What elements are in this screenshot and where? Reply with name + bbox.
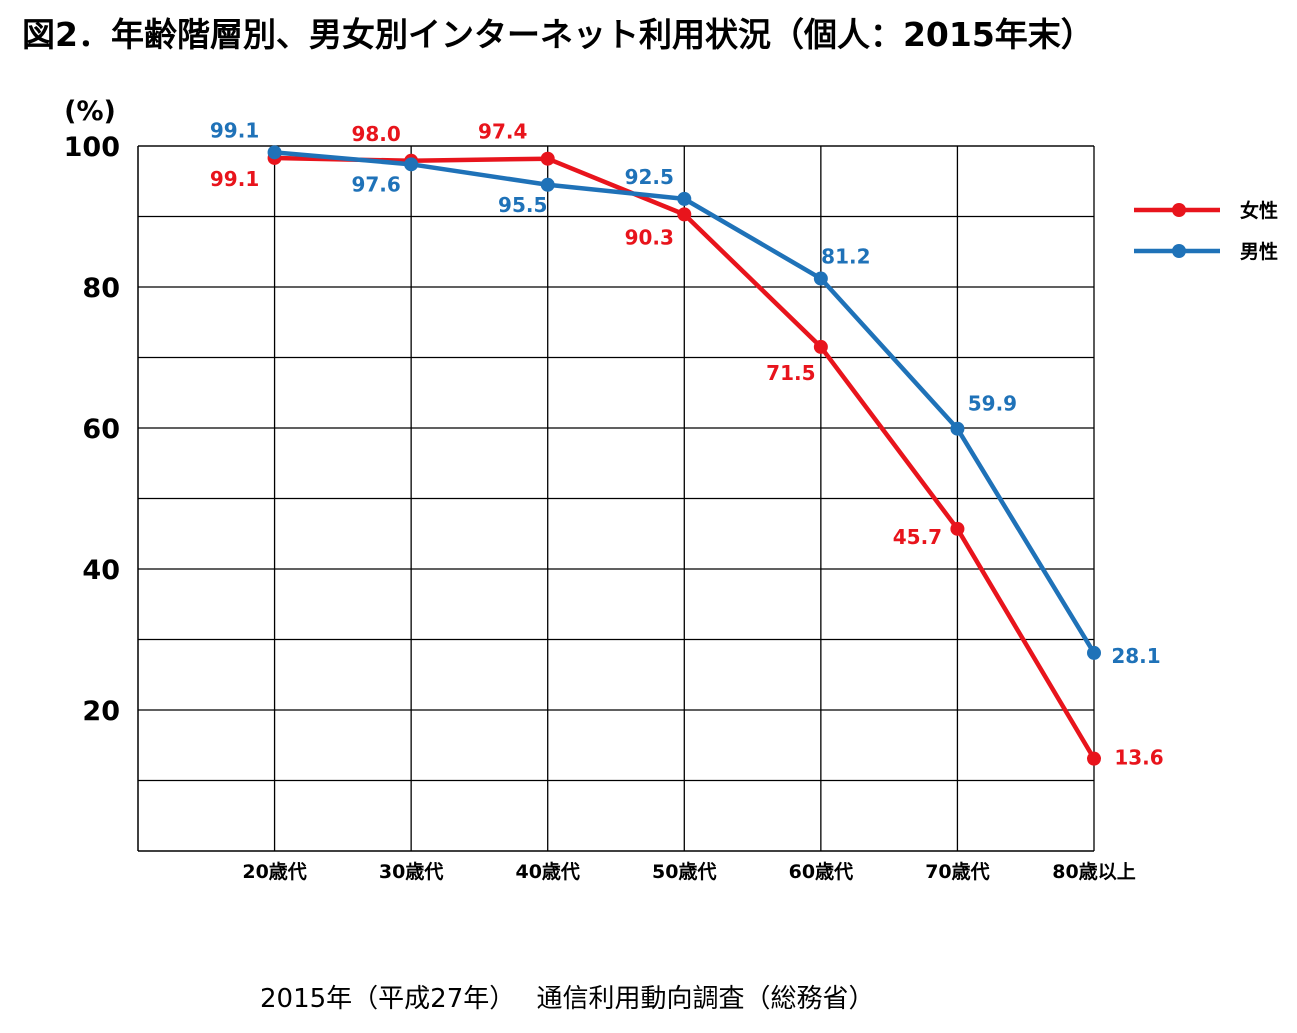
data-point <box>813 271 828 286</box>
x-tick-label: 40歳代 <box>515 861 579 883</box>
legend-label: 女性 <box>1240 199 1278 222</box>
data-point <box>267 145 282 160</box>
x-tick-label: 70歳代 <box>925 861 989 883</box>
data-point <box>950 421 965 436</box>
data-label: 95.5 <box>498 193 547 217</box>
series-layer <box>267 145 1101 766</box>
x-tick-label: 80歳以上 <box>1052 861 1135 883</box>
y-axis-unit: (%) <box>64 96 116 127</box>
data-labels: 99.1 98.0 97.4 90.3 71.5 45.7 13.6 99.1 97.6 95.5… <box>210 118 1164 769</box>
source-note: 2015年（平成27年） 通信利用動向調査（総務省） <box>260 984 875 1014</box>
data-label: 13.6 <box>1114 746 1163 770</box>
x-tick-label: 60歳代 <box>789 861 853 883</box>
y-tick-label: 80 <box>82 273 120 304</box>
legend-marker <box>1172 244 1186 258</box>
y-tick-label: 20 <box>82 696 120 727</box>
data-point <box>540 151 555 166</box>
data-label: 90.3 <box>625 225 674 249</box>
legend-marker <box>1172 203 1186 217</box>
data-label: 98.0 <box>351 122 400 146</box>
data-label: 59.9 <box>968 392 1017 416</box>
chart-title: 図2．年齢階層別、男女別インターネット利用状況（個人：2015年末） <box>22 15 1094 54</box>
y-tick-label: 40 <box>82 555 120 586</box>
y-tick-label: 60 <box>82 414 120 445</box>
data-label: 28.1 <box>1111 644 1160 668</box>
data-point <box>1087 751 1101 766</box>
data-label: 92.5 <box>625 165 674 189</box>
y-tick-label: 100 <box>64 132 120 163</box>
data-label: 45.7 <box>893 525 942 549</box>
data-point <box>404 157 419 172</box>
data-label: 99.1 <box>210 167 259 191</box>
x-tick-label: 20歳代 <box>242 861 306 883</box>
data-label: 71.5 <box>766 361 815 385</box>
data-point <box>540 177 555 192</box>
data-point <box>1087 645 1101 660</box>
axes: 20 40 60 80 100 (%) 20歳代 30歳代 40歳代 50歳代 60歳代 70歳代 80… <box>64 96 1136 883</box>
data-label: 97.4 <box>478 120 527 144</box>
x-tick-label: 30歳代 <box>379 861 443 883</box>
data-point <box>677 207 692 222</box>
x-tick-label: 50歳代 <box>652 861 716 883</box>
data-point <box>950 521 965 536</box>
legend-label: 男性 <box>1240 240 1278 263</box>
data-label: 81.2 <box>821 245 870 269</box>
data-point <box>813 339 828 354</box>
data-point <box>677 191 692 206</box>
data-label: 99.1 <box>210 118 259 142</box>
data-label: 97.6 <box>351 172 400 196</box>
grid-lines <box>138 145 1095 851</box>
